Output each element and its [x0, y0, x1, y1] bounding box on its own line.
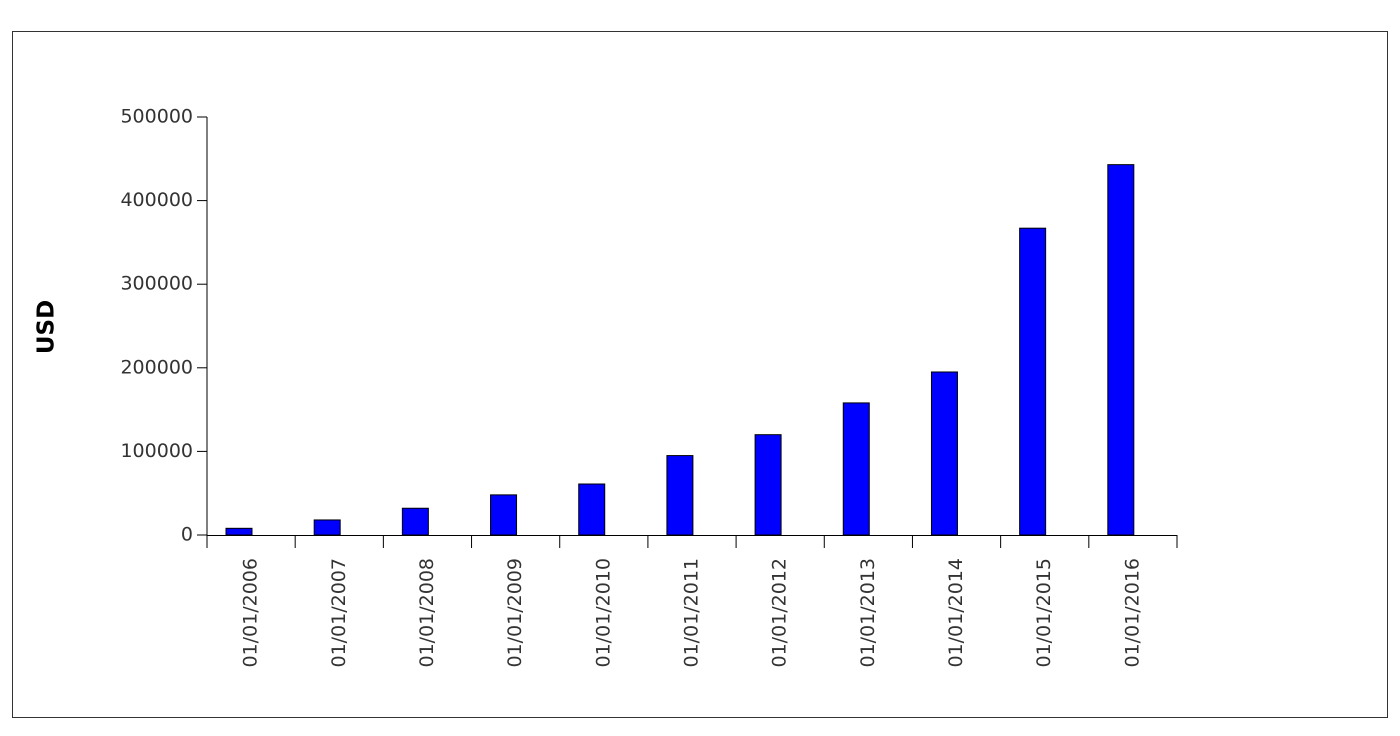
y-tick-label: 500000 [120, 106, 193, 128]
bar [225, 527, 253, 536]
x-tick-label: 01/01/2016 [1121, 558, 1143, 668]
x-tick-label: 01/01/2006 [240, 558, 262, 668]
x-tick-label: 01/01/2010 [592, 558, 614, 668]
bar [666, 455, 694, 536]
y-tick-label: 300000 [120, 273, 193, 295]
x-tick-label: 01/01/2011 [681, 558, 703, 668]
bar [401, 507, 429, 536]
bar [842, 402, 870, 536]
y-axis-title: USD [34, 300, 60, 354]
x-tick-label: 01/01/2009 [504, 558, 526, 668]
x-tick-label: 01/01/2012 [769, 558, 791, 668]
y-tick-label: 200000 [120, 356, 193, 378]
x-tick-label: 01/01/2013 [857, 558, 879, 668]
bar [1107, 164, 1135, 536]
chart-frame [12, 31, 1388, 718]
x-tick-label: 01/01/2007 [328, 558, 350, 668]
bar [930, 371, 958, 536]
y-tick-label: 0 [181, 524, 193, 546]
bar [754, 434, 782, 536]
y-tick-label: 400000 [120, 189, 193, 211]
y-tick-label: 100000 [120, 440, 193, 462]
bar [578, 483, 606, 536]
bar [490, 494, 518, 536]
bar [313, 519, 341, 536]
x-tick-label: 01/01/2014 [945, 558, 967, 668]
x-tick-label: 01/01/2015 [1033, 558, 1055, 668]
x-tick-label: 01/01/2008 [416, 558, 438, 668]
bar [1019, 227, 1047, 536]
